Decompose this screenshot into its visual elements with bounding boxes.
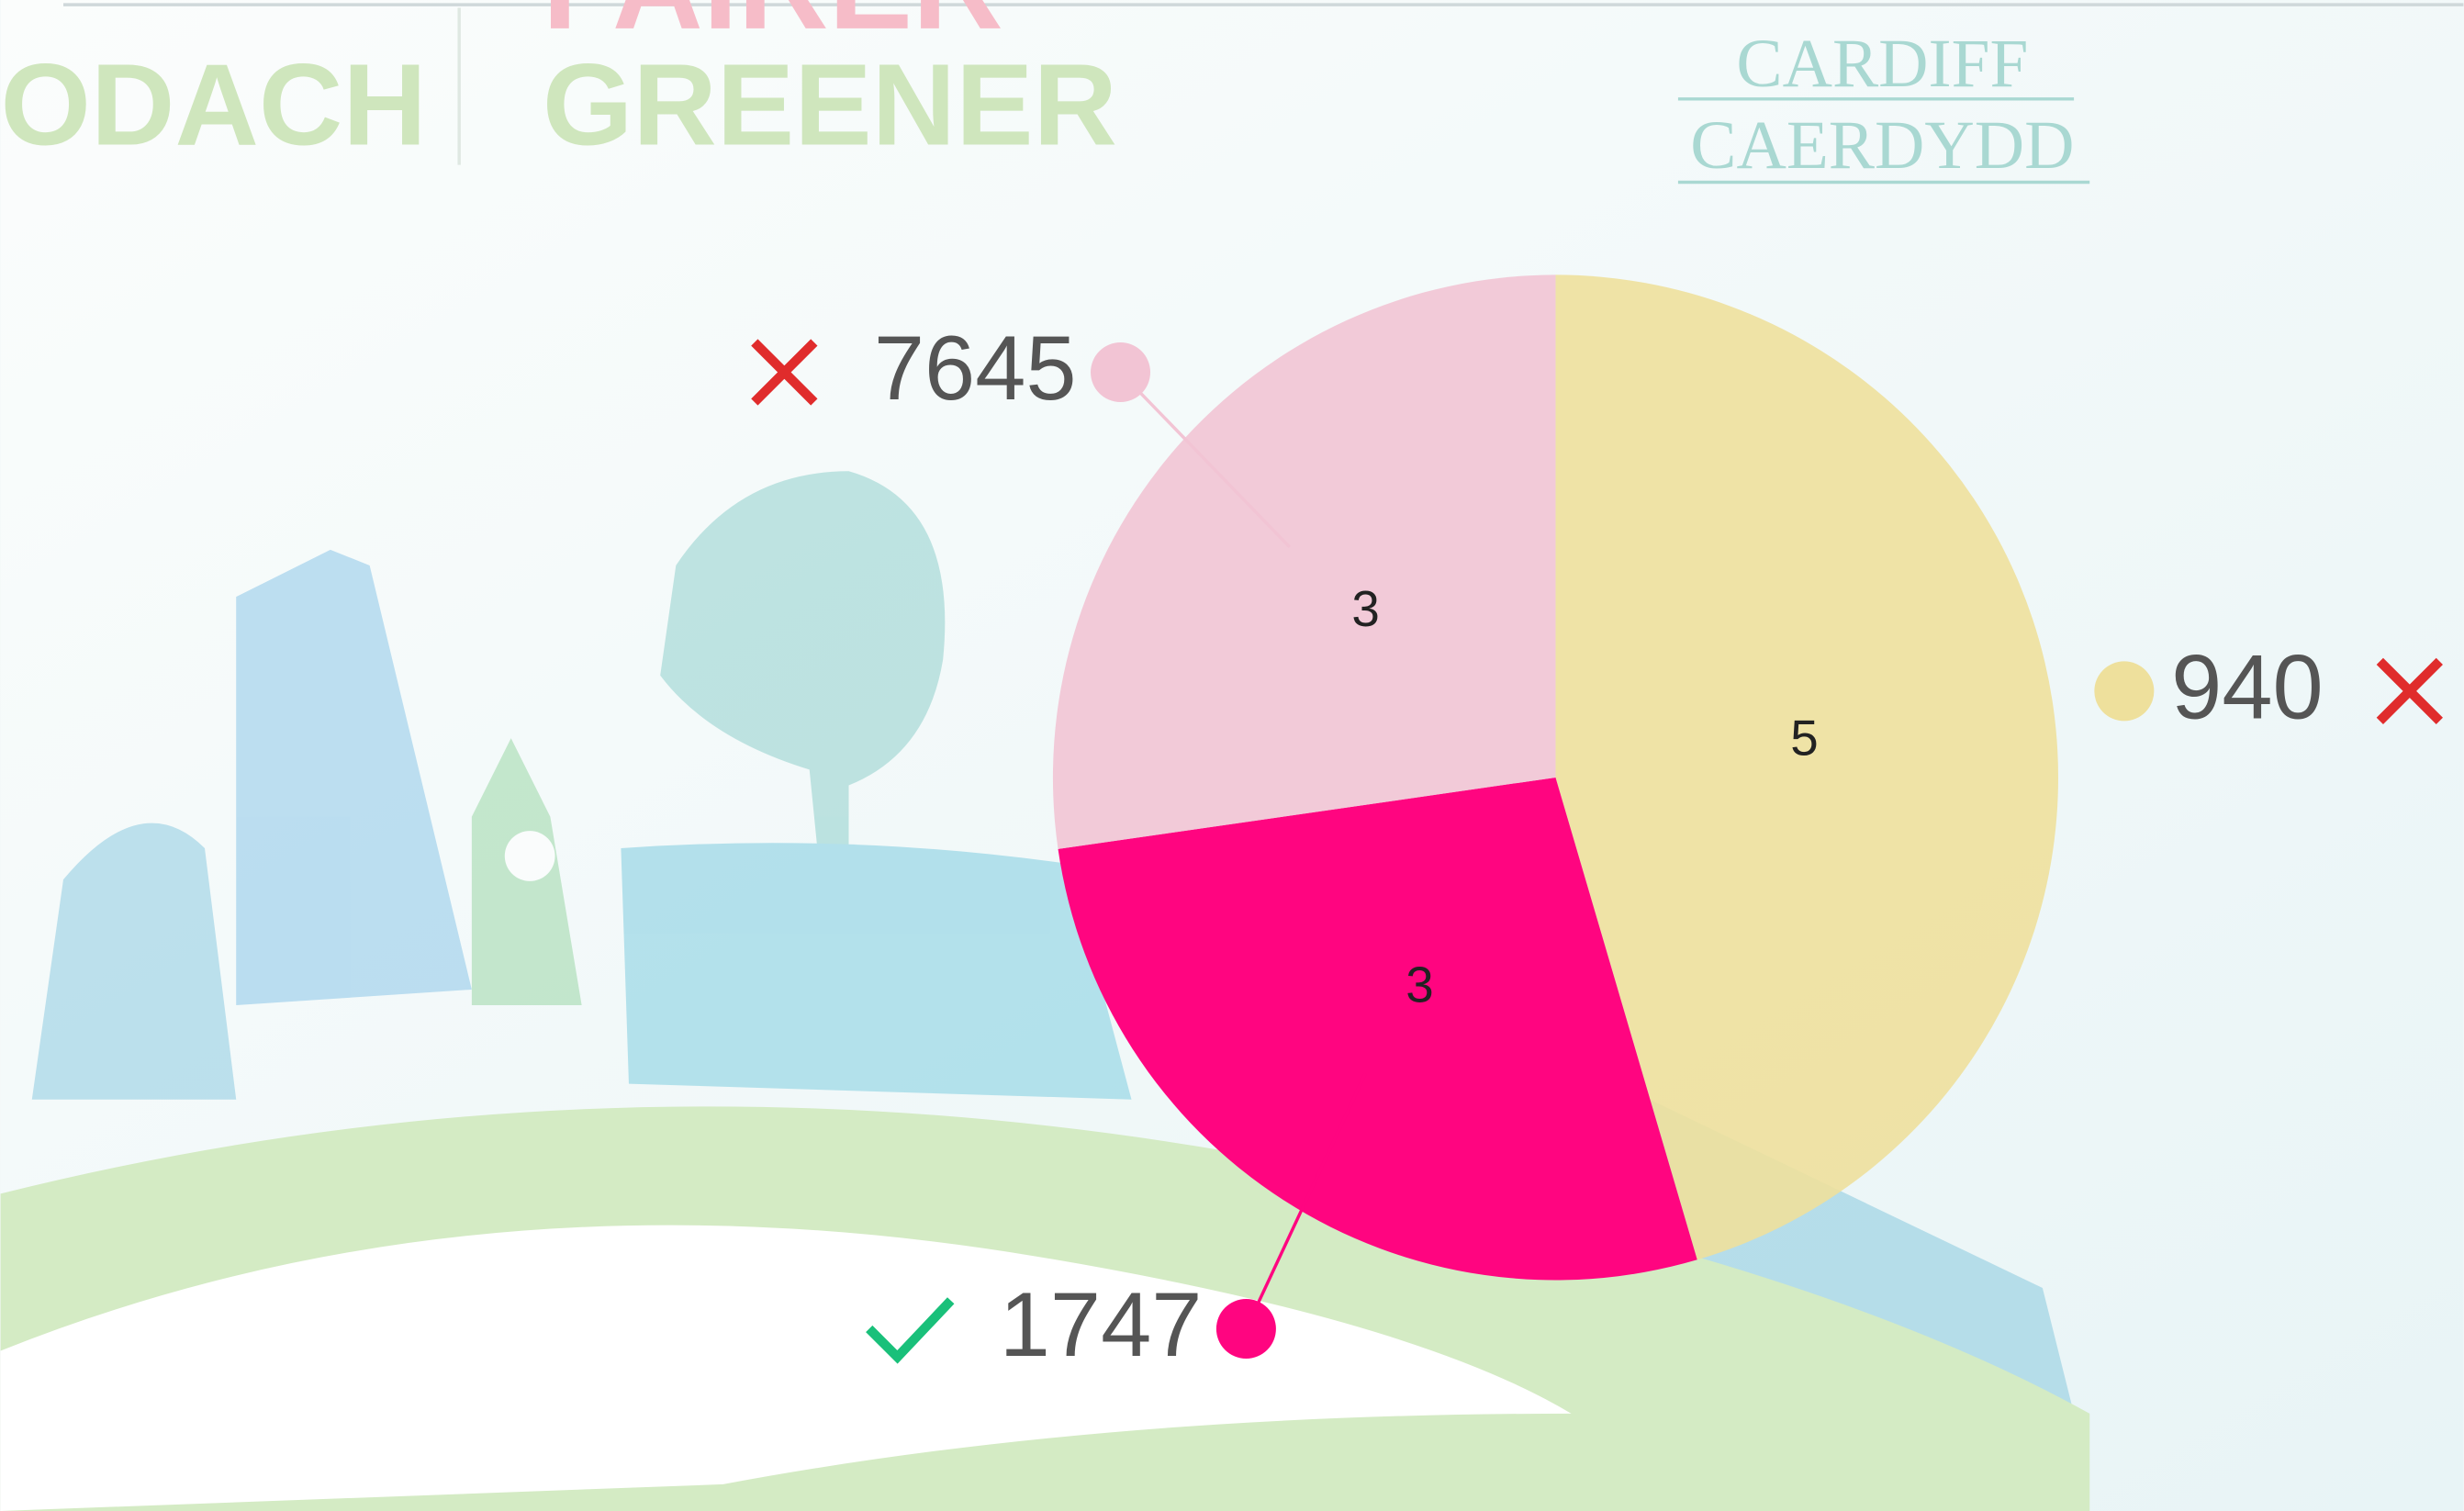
logo-text: GREENER xyxy=(543,39,1117,169)
answer-label: 1747 xyxy=(1000,1274,1203,1376)
council-logo: CARDIFF xyxy=(1736,26,2028,102)
legend-dot xyxy=(1216,1299,1276,1359)
slice-label: 3 xyxy=(1406,957,1433,1013)
slice-label: 3 xyxy=(1351,580,1379,637)
page: FAIRER ODACH GREENER CARDIFF CAERDYDD 59… xyxy=(0,0,2464,1511)
logo-text: ODACH xyxy=(1,39,427,169)
legend-dot xyxy=(2094,661,2154,721)
slice-label: 5 xyxy=(1790,709,1818,766)
answer-label: 940 xyxy=(2171,636,2324,738)
legend-dot xyxy=(1091,342,1150,402)
council-logo: CAERDYDD xyxy=(1690,107,2074,184)
answer-label: 7645 xyxy=(874,318,1077,420)
quiz-screen: FAIRER ODACH GREENER CARDIFF CAERDYDD 59… xyxy=(0,0,2464,1511)
